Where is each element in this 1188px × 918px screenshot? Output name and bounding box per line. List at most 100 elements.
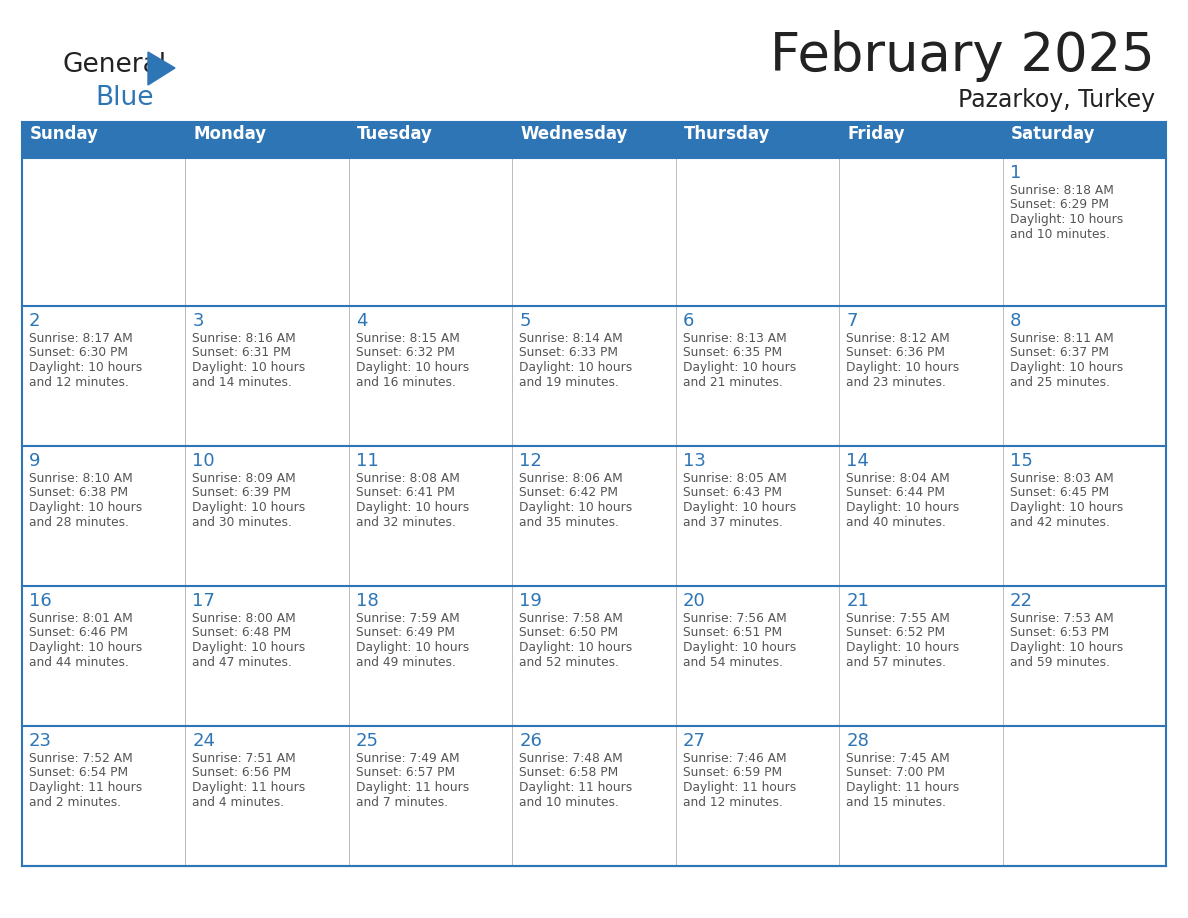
Text: 14: 14: [846, 452, 868, 470]
Text: and 2 minutes.: and 2 minutes.: [29, 796, 121, 809]
Text: Sunset: 6:57 PM: Sunset: 6:57 PM: [356, 767, 455, 779]
Polygon shape: [148, 52, 175, 85]
Text: and 19 minutes.: and 19 minutes.: [519, 375, 619, 388]
Text: Sunset: 6:54 PM: Sunset: 6:54 PM: [29, 767, 128, 779]
Text: Sunrise: 7:53 AM: Sunrise: 7:53 AM: [1010, 612, 1113, 625]
Text: General: General: [62, 52, 166, 78]
Text: Sunset: 6:46 PM: Sunset: 6:46 PM: [29, 626, 128, 640]
Text: and 23 minutes.: and 23 minutes.: [846, 375, 946, 388]
Text: 18: 18: [356, 592, 379, 610]
Text: Sunset: 6:39 PM: Sunset: 6:39 PM: [192, 487, 291, 499]
Text: Tuesday: Tuesday: [356, 125, 432, 143]
Text: Sunset: 6:44 PM: Sunset: 6:44 PM: [846, 487, 946, 499]
Text: Daylight: 10 hours: Daylight: 10 hours: [683, 501, 796, 514]
Text: and 25 minutes.: and 25 minutes.: [1010, 375, 1110, 388]
Text: 19: 19: [519, 592, 542, 610]
Text: Daylight: 10 hours: Daylight: 10 hours: [356, 641, 469, 654]
Text: and 32 minutes.: and 32 minutes.: [356, 516, 456, 529]
Bar: [349, 122, 512, 158]
Text: Daylight: 10 hours: Daylight: 10 hours: [846, 361, 960, 374]
Text: Daylight: 10 hours: Daylight: 10 hours: [846, 501, 960, 514]
Text: Sunset: 7:00 PM: Sunset: 7:00 PM: [846, 767, 946, 779]
Text: Sunrise: 8:10 AM: Sunrise: 8:10 AM: [29, 472, 133, 485]
Text: 7: 7: [846, 312, 858, 330]
Text: 15: 15: [1010, 452, 1032, 470]
Text: 5: 5: [519, 312, 531, 330]
Text: 17: 17: [192, 592, 215, 610]
Text: 28: 28: [846, 732, 868, 750]
Text: Sunset: 6:35 PM: Sunset: 6:35 PM: [683, 346, 782, 360]
Text: Wednesday: Wednesday: [520, 125, 627, 143]
Text: Daylight: 10 hours: Daylight: 10 hours: [356, 501, 469, 514]
Text: Daylight: 10 hours: Daylight: 10 hours: [192, 361, 305, 374]
Text: Sunrise: 7:45 AM: Sunrise: 7:45 AM: [846, 752, 950, 765]
Text: Daylight: 10 hours: Daylight: 10 hours: [519, 641, 632, 654]
Text: Sunset: 6:53 PM: Sunset: 6:53 PM: [1010, 626, 1108, 640]
Text: Daylight: 10 hours: Daylight: 10 hours: [192, 501, 305, 514]
Text: Sunrise: 7:58 AM: Sunrise: 7:58 AM: [519, 612, 624, 625]
Text: February 2025: February 2025: [770, 30, 1155, 82]
Text: and 52 minutes.: and 52 minutes.: [519, 655, 619, 668]
Text: and 15 minutes.: and 15 minutes.: [846, 796, 946, 809]
Text: Daylight: 10 hours: Daylight: 10 hours: [683, 641, 796, 654]
Text: Sunset: 6:58 PM: Sunset: 6:58 PM: [519, 767, 619, 779]
Text: and 37 minutes.: and 37 minutes.: [683, 516, 783, 529]
Text: and 10 minutes.: and 10 minutes.: [1010, 228, 1110, 241]
Text: Sunset: 6:42 PM: Sunset: 6:42 PM: [519, 487, 618, 499]
Text: and 35 minutes.: and 35 minutes.: [519, 516, 619, 529]
Text: Daylight: 11 hours: Daylight: 11 hours: [29, 781, 143, 794]
Text: Sunrise: 8:18 AM: Sunrise: 8:18 AM: [1010, 184, 1113, 197]
Text: and 14 minutes.: and 14 minutes.: [192, 375, 292, 388]
Text: Sunrise: 8:14 AM: Sunrise: 8:14 AM: [519, 332, 623, 345]
Text: Sunrise: 7:55 AM: Sunrise: 7:55 AM: [846, 612, 950, 625]
Text: 21: 21: [846, 592, 868, 610]
Text: and 40 minutes.: and 40 minutes.: [846, 516, 946, 529]
Text: 11: 11: [356, 452, 379, 470]
Text: 1: 1: [1010, 164, 1020, 182]
Text: Blue: Blue: [95, 85, 153, 111]
Text: Sunset: 6:30 PM: Sunset: 6:30 PM: [29, 346, 128, 360]
Text: 8: 8: [1010, 312, 1020, 330]
Text: Daylight: 10 hours: Daylight: 10 hours: [519, 501, 632, 514]
Text: and 28 minutes.: and 28 minutes.: [29, 516, 129, 529]
Text: 20: 20: [683, 592, 706, 610]
Text: and 10 minutes.: and 10 minutes.: [519, 796, 619, 809]
Text: Daylight: 11 hours: Daylight: 11 hours: [356, 781, 469, 794]
Text: Monday: Monday: [194, 125, 266, 143]
Text: Daylight: 10 hours: Daylight: 10 hours: [356, 361, 469, 374]
Text: Daylight: 10 hours: Daylight: 10 hours: [192, 641, 305, 654]
Text: Daylight: 10 hours: Daylight: 10 hours: [1010, 361, 1123, 374]
Text: Daylight: 10 hours: Daylight: 10 hours: [1010, 501, 1123, 514]
Text: Sunrise: 8:13 AM: Sunrise: 8:13 AM: [683, 332, 786, 345]
Text: Daylight: 10 hours: Daylight: 10 hours: [519, 361, 632, 374]
Text: Sunset: 6:49 PM: Sunset: 6:49 PM: [356, 626, 455, 640]
Text: 6: 6: [683, 312, 694, 330]
Text: Daylight: 10 hours: Daylight: 10 hours: [683, 361, 796, 374]
Text: and 42 minutes.: and 42 minutes.: [1010, 516, 1110, 529]
Text: Sunset: 6:38 PM: Sunset: 6:38 PM: [29, 487, 128, 499]
Text: Daylight: 10 hours: Daylight: 10 hours: [29, 641, 143, 654]
Text: Sunrise: 8:05 AM: Sunrise: 8:05 AM: [683, 472, 786, 485]
Text: Daylight: 10 hours: Daylight: 10 hours: [29, 501, 143, 514]
Text: Sunrise: 8:09 AM: Sunrise: 8:09 AM: [192, 472, 296, 485]
Text: 25: 25: [356, 732, 379, 750]
Bar: [512, 122, 676, 158]
Text: Sunrise: 7:56 AM: Sunrise: 7:56 AM: [683, 612, 786, 625]
Text: Sunset: 6:50 PM: Sunset: 6:50 PM: [519, 626, 619, 640]
Text: Daylight: 11 hours: Daylight: 11 hours: [192, 781, 305, 794]
Text: Friday: Friday: [847, 125, 905, 143]
Bar: [1003, 122, 1165, 158]
Text: Sunrise: 8:01 AM: Sunrise: 8:01 AM: [29, 612, 133, 625]
Text: Sunrise: 7:51 AM: Sunrise: 7:51 AM: [192, 752, 296, 765]
Text: Sunrise: 8:03 AM: Sunrise: 8:03 AM: [1010, 472, 1113, 485]
Text: Sunrise: 7:52 AM: Sunrise: 7:52 AM: [29, 752, 133, 765]
Text: and 57 minutes.: and 57 minutes.: [846, 655, 946, 668]
Bar: [839, 122, 1003, 158]
Text: Thursday: Thursday: [684, 125, 770, 143]
Text: Sunrise: 7:49 AM: Sunrise: 7:49 AM: [356, 752, 460, 765]
Text: and 12 minutes.: and 12 minutes.: [683, 796, 783, 809]
Text: Sunset: 6:56 PM: Sunset: 6:56 PM: [192, 767, 291, 779]
Text: Sunrise: 7:48 AM: Sunrise: 7:48 AM: [519, 752, 623, 765]
Text: 9: 9: [29, 452, 40, 470]
Text: 27: 27: [683, 732, 706, 750]
